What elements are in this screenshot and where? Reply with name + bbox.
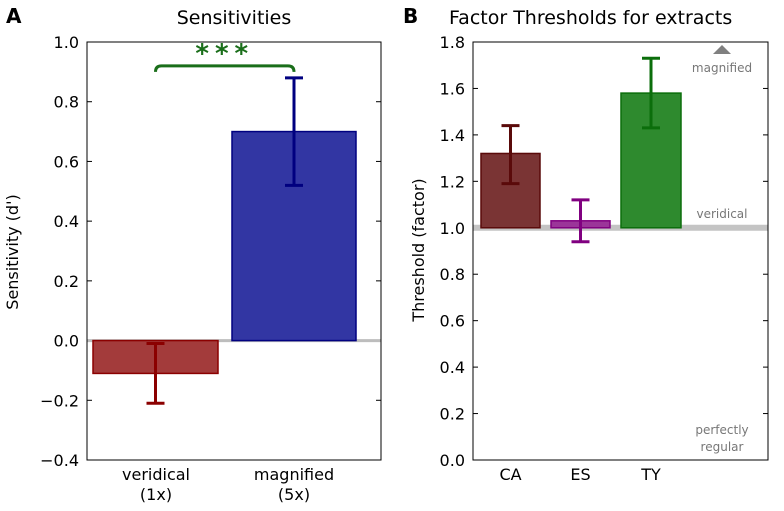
y-tick-label: 0.6	[440, 312, 465, 331]
panel-b-reference-annotations: magnified veridical perfectly regular	[692, 45, 752, 454]
category-label-veridical-factor: (1x)	[140, 485, 172, 504]
y-tick-label: 1.8	[440, 33, 465, 52]
panel-a-title: Sensitivities	[177, 7, 292, 29]
y-tick-label: 0.4	[54, 212, 79, 231]
panel-a-y-ticks: −0.4 −0.2 0.0 0.2 0.4 0.6 0.8 1.0	[40, 33, 381, 470]
category-label: CA	[499, 465, 521, 484]
category-label-veridical: veridical	[122, 465, 190, 484]
bar	[231, 130, 357, 342]
y-tick-label: 1.6	[440, 79, 465, 98]
y-tick-label: −0.2	[40, 391, 79, 410]
y-tick-label: 0.0	[54, 332, 79, 351]
perfectly-regular-label-line2: regular	[701, 440, 744, 454]
y-tick-label: 1.0	[54, 33, 79, 52]
panel-a-plot-frame	[86, 41, 382, 461]
panel-a: A Sensitivities Sensitivity (d') −0.4−0.…	[3, 4, 382, 504]
y-tick-label: −0.4	[40, 451, 79, 470]
panel-b-plot-frame	[472, 41, 769, 461]
panel-b: B Factor Thresholds for extracts Thresho…	[403, 4, 769, 484]
y-tick-label: 0.4	[440, 358, 465, 377]
perfectly-regular-label-line1: perfectly	[695, 423, 748, 437]
significance-stars: ***	[195, 39, 254, 69]
magnified-label: magnified	[692, 61, 752, 75]
category-label: ES	[570, 465, 590, 484]
panel-b-title: Factor Thresholds for extracts	[449, 7, 732, 29]
category-label-magnified-factor: (5x)	[278, 485, 310, 504]
panel-b-ylabel: Threshold (factor)	[409, 178, 428, 322]
panel-a-significance: ***	[154, 39, 296, 72]
panel-b-error-bars	[501, 56, 660, 244]
y-tick-label: 1.4	[440, 126, 465, 145]
panel-a-ylabel: Sensitivity (d')	[3, 194, 22, 309]
panel-b-category-labels: CA ES TY	[499, 465, 661, 484]
panel-b-bars	[480, 92, 682, 229]
significance-bracket	[154, 64, 296, 72]
magnified-arrow-icon	[713, 45, 731, 54]
y-tick-label: 0.2	[54, 272, 79, 291]
category-label-magnified: magnified	[254, 465, 334, 484]
panel-a-letter: A	[6, 4, 22, 28]
panel-a-error-bars	[146, 76, 303, 405]
panel-a-category-labels: veridical (1x) magnified (5x)	[122, 465, 334, 504]
panel-b-letter: B	[403, 4, 418, 28]
y-tick-label: 0.6	[54, 152, 79, 171]
panel-b-y-ticks: 0.0 0.2 0.4 0.6 0.8 1.0 1.2 1.4 1.6 1.8	[440, 33, 768, 470]
category-label: TY	[640, 465, 661, 484]
y-tick-label: 0.2	[440, 405, 465, 424]
veridical-label: veridical	[697, 207, 748, 221]
y-tick-label: 1.2	[440, 172, 465, 191]
y-tick-label: 0.8	[440, 265, 465, 284]
y-tick-label: 0.8	[54, 93, 79, 112]
panel-a-bars	[92, 130, 357, 375]
y-tick-label: 1.0	[440, 219, 465, 238]
y-tick-label: 0.0	[440, 451, 465, 470]
